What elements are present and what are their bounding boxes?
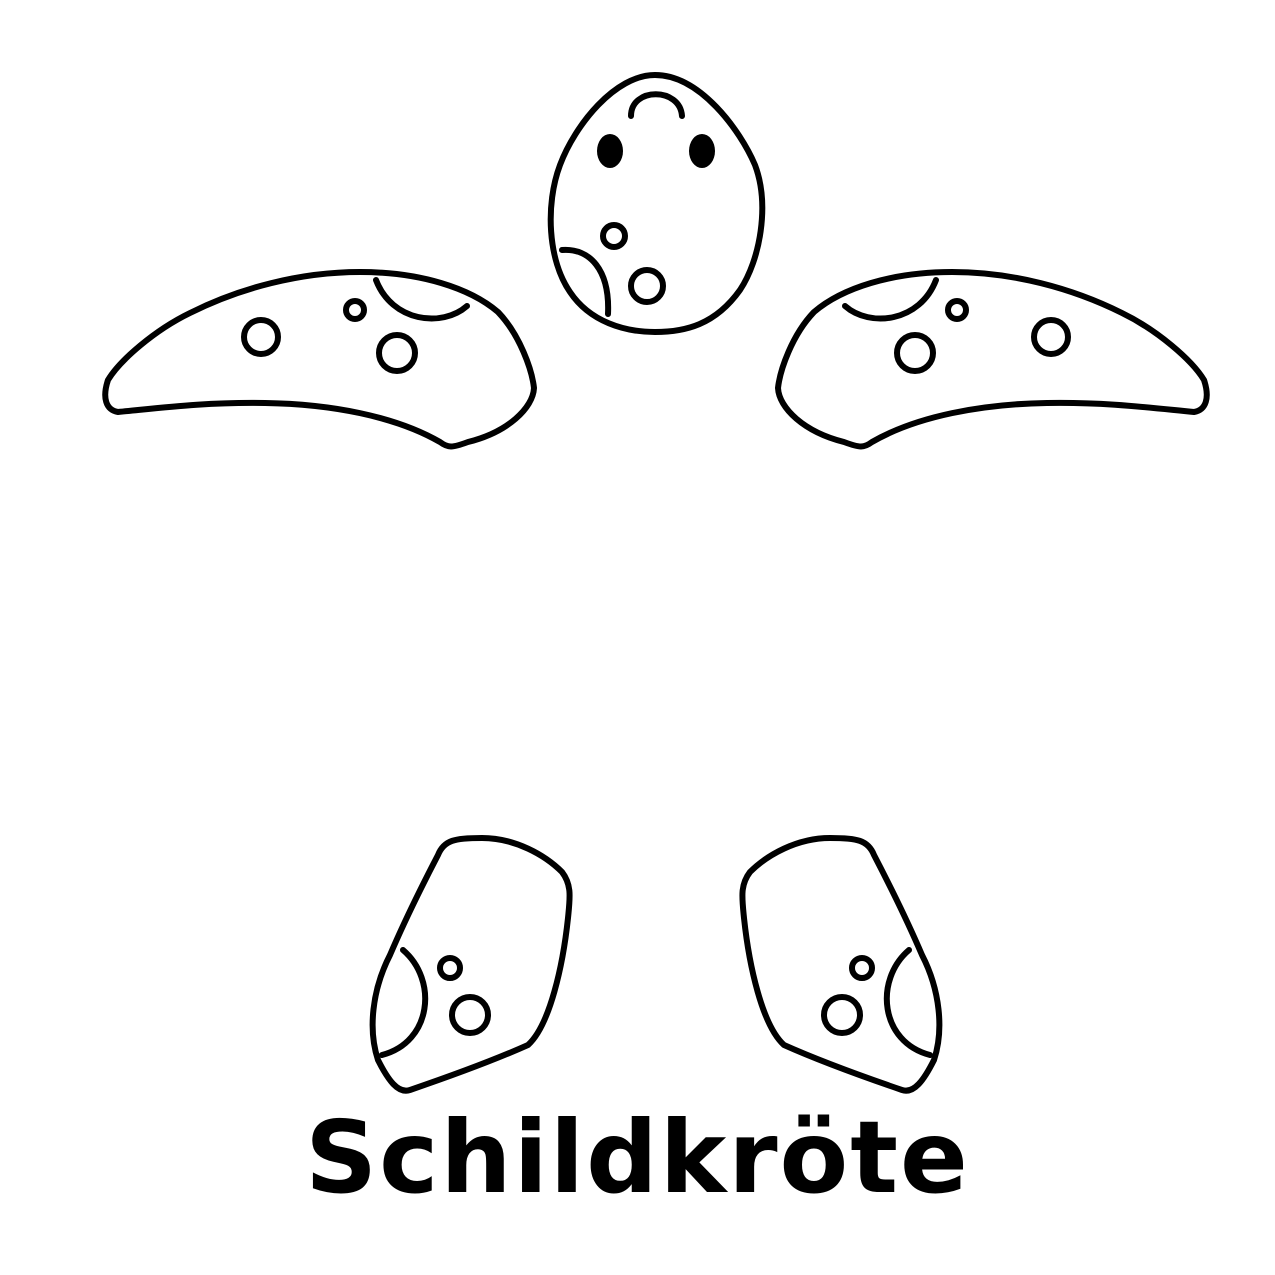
left-eye xyxy=(597,134,623,168)
front-right-flipper-spot-3 xyxy=(894,332,936,374)
back-left-flipper-patch-arc xyxy=(379,947,429,1058)
back-right-flipper-spot-large xyxy=(821,994,863,1036)
head-spot-small xyxy=(600,222,628,250)
front-left-flipper-spot-2 xyxy=(343,298,367,322)
front-right-flipper-spot-1 xyxy=(1031,317,1071,357)
head-crown-arc xyxy=(628,91,685,119)
back-left-flipper-spot-large xyxy=(449,994,491,1036)
caption-title: Schildkröte xyxy=(305,1099,970,1216)
front-right-flipper-outline xyxy=(775,269,1210,450)
head-spot-large xyxy=(628,267,666,305)
front-left-flipper-spot-1 xyxy=(241,317,281,357)
back-left-flipper xyxy=(369,835,573,1094)
back-right-flipper-spot-small xyxy=(849,955,875,981)
turtle-head xyxy=(547,72,766,335)
back-left-flipper-spot-small xyxy=(437,955,463,981)
front-left-flipper-outline xyxy=(102,269,537,450)
front-right-flipper-spot-2 xyxy=(945,298,969,322)
front-left-flipper-spot-3 xyxy=(376,332,418,374)
front-left-flipper xyxy=(102,269,537,450)
back-right-flipper-patch-arc xyxy=(883,947,933,1058)
head-patch-arc xyxy=(559,246,612,317)
front-right-flipper-patch-arc xyxy=(842,277,939,322)
back-right-flipper xyxy=(739,835,943,1094)
back-left-flipper-outline xyxy=(369,835,573,1094)
head-outline xyxy=(547,72,766,335)
front-right-flipper xyxy=(775,269,1210,450)
right-eye xyxy=(689,134,715,168)
back-right-flipper-outline xyxy=(739,835,943,1094)
front-left-flipper-patch-arc xyxy=(373,277,470,322)
